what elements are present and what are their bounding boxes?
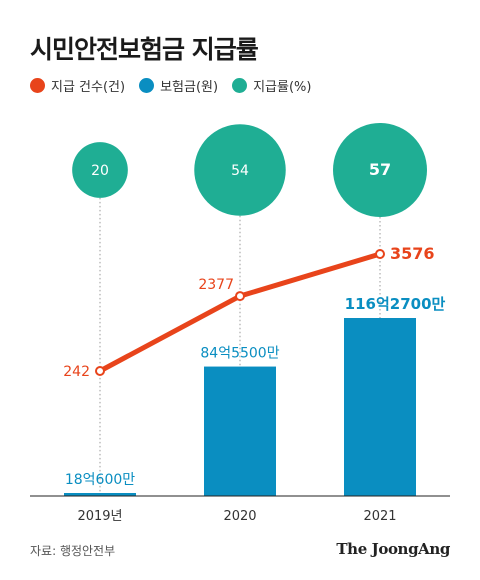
legend-swatch-rate [232, 78, 248, 93]
rate-label: 54 [231, 163, 249, 179]
amount-bar [64, 493, 136, 496]
x-tick-label: 2020 [223, 509, 256, 524]
rate-label: 20 [91, 163, 109, 179]
amount-bar [204, 366, 276, 496]
legend: 지급 건수(건) 보험금(원) 지급률(%) [30, 76, 311, 95]
rate-circle [333, 123, 427, 217]
legend-label-rate: 지급률(%) [253, 80, 312, 95]
count-label: 242 [63, 364, 90, 380]
publisher-logo: The JoongAng [336, 540, 450, 558]
rate-circle [194, 124, 286, 216]
legend-swatch-count [30, 78, 45, 93]
source-note: 자료: 행정안전부 [30, 544, 116, 558]
legend-item-count: 지급 건수(건) [30, 76, 125, 95]
chart-title: 시민안전보험금 지급률 [30, 35, 259, 64]
x-tick-label: 2021 [363, 509, 396, 524]
rate-circle [72, 142, 128, 198]
rate-label: 57 [369, 160, 391, 179]
legend-label-count: 지급 건수(건) [51, 80, 126, 95]
amount-label: 116억2700만 [345, 295, 446, 313]
count-label: 3576 [390, 244, 435, 263]
count-point [95, 366, 105, 376]
legend-item-rate: 지급률(%) [232, 76, 311, 95]
legend-item-amount: 보험금(원) [139, 76, 218, 95]
legend-label-amount: 보험금(원) [160, 80, 219, 95]
amount-bar [344, 318, 416, 496]
amount-label: 18억600만 [65, 472, 135, 488]
count-point [235, 291, 245, 302]
count-label: 2377 [198, 277, 234, 293]
x-tick-label: 2019년 [77, 509, 122, 524]
amount-label: 84억5500만 [200, 346, 279, 362]
count-point [375, 249, 385, 259]
legend-swatch-amount [139, 78, 155, 93]
